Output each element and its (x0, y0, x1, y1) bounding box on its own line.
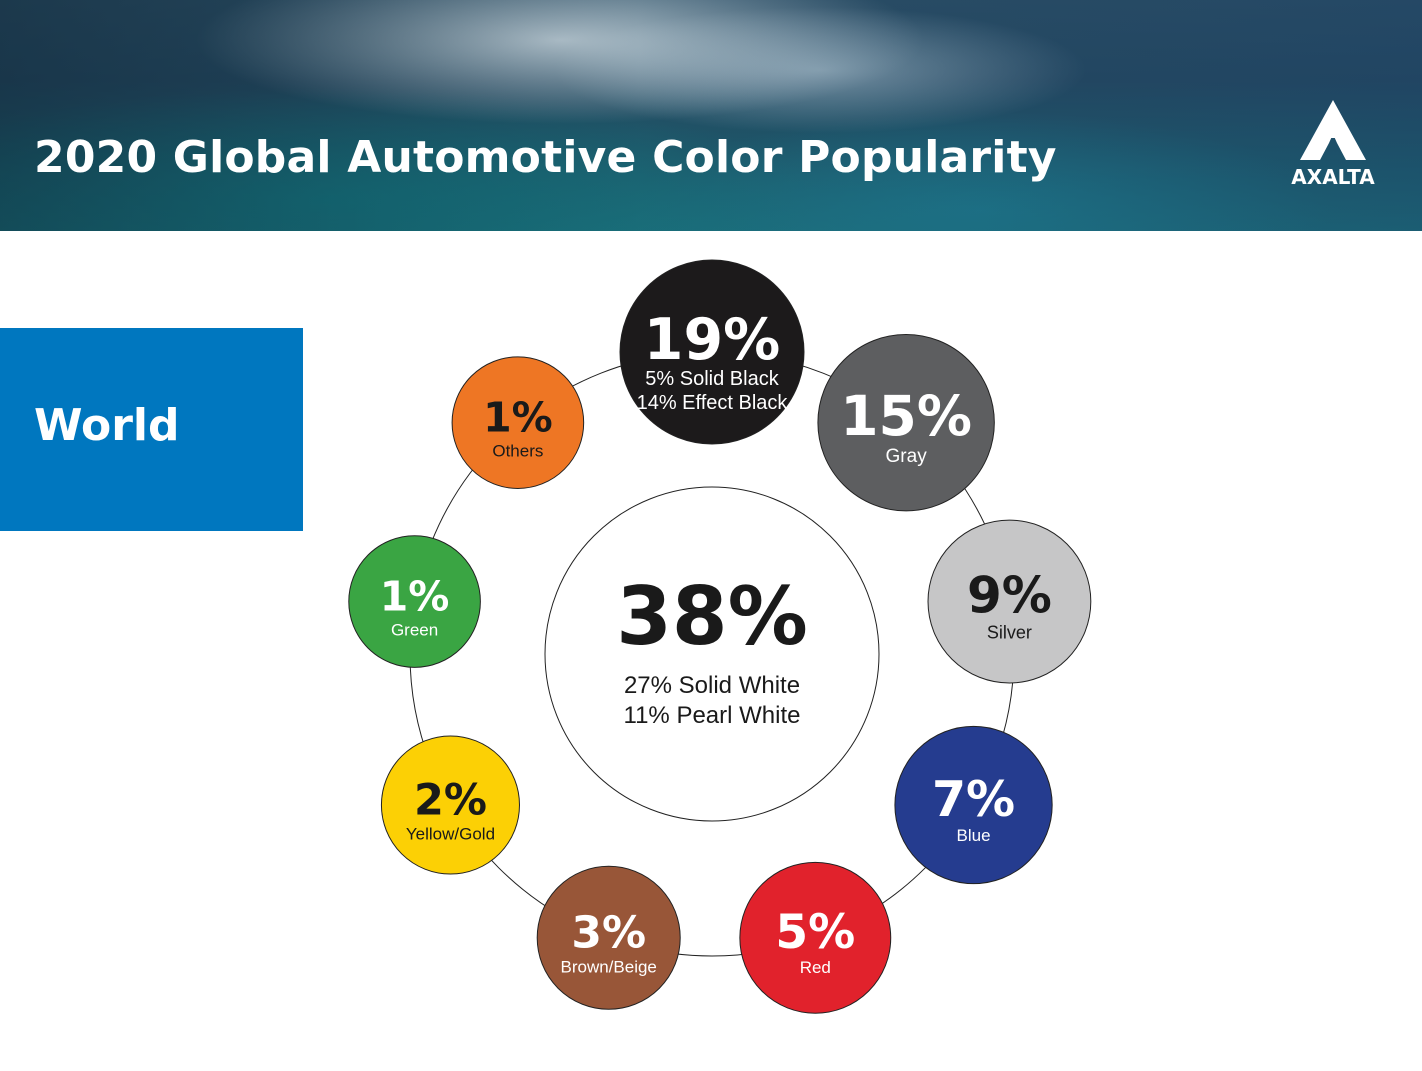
detail-label: 27% Solid White (624, 672, 800, 699)
bubble-others: 1%Others (451, 356, 585, 489)
category-label-gray: Gray (886, 446, 928, 467)
bubble-brown-beige: 3%Brown/Beige (536, 865, 681, 1010)
logo-text: AXALTA (1291, 165, 1375, 189)
bubble-red: 5%Red (739, 861, 892, 1014)
category-label-others: Others (492, 442, 543, 461)
category-label-green: Green (391, 621, 438, 640)
region-label: World (34, 400, 180, 451)
value-label-blue: 7% (932, 771, 1015, 828)
value-label-red: 5% (775, 905, 855, 960)
bubble-circle (451, 356, 585, 489)
category-label-silver: Silver (987, 623, 1032, 643)
axalta-logo: AXALTA (1291, 100, 1375, 189)
bubble-circle (619, 259, 805, 445)
detail-label: 11% Pearl White (624, 702, 801, 729)
bubble-circle (536, 865, 681, 1010)
category-label-black: 14% Effect Black (637, 392, 789, 414)
bubble-circle (894, 725, 1053, 885)
category-label-blue: Blue (957, 826, 991, 845)
bubble-circle (348, 535, 481, 668)
bubble-circle (817, 333, 995, 512)
header-banner (0, 0, 1422, 231)
bubble-circle (739, 861, 892, 1014)
bubble-yellow-gold: 2%Yellow/Gold (380, 735, 520, 875)
bubble-circle (544, 486, 880, 822)
page-title: 2020 Global Automotive Color Popularity (34, 132, 1057, 183)
value-label-brown-beige: 3% (571, 907, 646, 958)
bubble-circle (380, 735, 520, 875)
value-label-green: 1% (380, 573, 450, 621)
category-label-yellow-gold: Yellow/Gold (406, 824, 495, 843)
value-label-yellow-gold: 2% (414, 775, 487, 825)
value-label-others: 1% (483, 394, 553, 442)
bubble-gray: 15%Gray (817, 333, 995, 512)
value-label-white: 38% (616, 570, 807, 663)
category-label-brown-beige: Brown/Beige (561, 957, 657, 976)
value-label-gray: 15% (840, 384, 972, 448)
bubble-green: 1%Green (348, 535, 481, 668)
value-label-black: 19% (644, 307, 780, 373)
category-label-red: Red (800, 958, 831, 977)
category-label-black: 5% Solid Black (645, 368, 779, 390)
value-label-silver: 9% (967, 567, 1052, 625)
bubble-silver: 9%Silver (927, 519, 1092, 684)
bubble-circle (927, 519, 1092, 684)
bubble-white: 38% 27% Solid White 11% Pearl White (544, 486, 880, 822)
bubble-blue: 7%Blue (894, 725, 1053, 885)
region-box (0, 328, 303, 531)
